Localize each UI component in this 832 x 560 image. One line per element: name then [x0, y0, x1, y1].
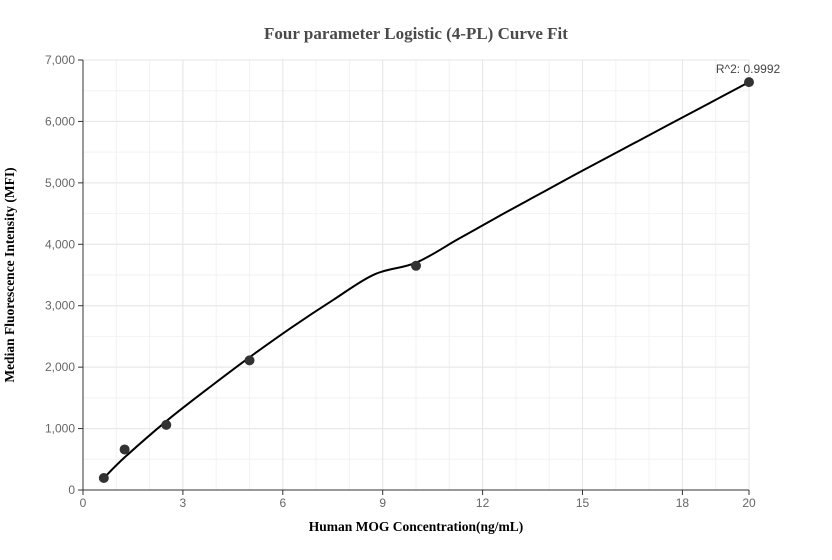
data-point	[161, 419, 172, 430]
data-point	[244, 355, 255, 366]
data-point	[411, 260, 421, 271]
ticks: 0 3 6 9 12 15 18 20 0 1,000 2,000 3,000 4,000 5,000 6,…	[45, 53, 756, 510]
data-point	[98, 473, 109, 484]
chart-title: Four parameter Logistic (4-PL) Curve Fit	[264, 24, 568, 43]
x-tick-label: 15	[576, 496, 590, 510]
y-tick-label: 5,000	[45, 176, 75, 190]
x-tick-label: 0	[80, 496, 87, 510]
data-points	[98, 77, 754, 484]
x-tick-label: 3	[180, 496, 187, 510]
x-tick-label: 6	[279, 496, 286, 510]
r-squared-annotation: R^2: 0.9992	[716, 62, 781, 76]
y-tick-label: 1,000	[45, 422, 75, 436]
grid	[82, 59, 750, 491]
y-axis-title: Median Fluorescence Intensity (MFI)	[2, 167, 17, 382]
y-tick-label: 6,000	[45, 114, 75, 128]
data-point	[119, 444, 130, 455]
x-tick-label: 20	[742, 496, 756, 510]
axes	[82, 60, 749, 491]
x-axis-title: Human MOG Concentration(ng/mL)	[309, 519, 524, 534]
data-point	[744, 77, 754, 88]
x-tick-label: 12	[476, 496, 490, 510]
y-tick-label: 0	[68, 483, 75, 497]
x-tick-label: 9	[379, 496, 386, 510]
y-tick-label: 4,000	[45, 237, 75, 251]
y-tick-label: 3,000	[45, 299, 75, 313]
y-tick-label: 7,000	[45, 53, 75, 67]
fit-curve	[103, 81, 750, 479]
x-tick-label: 18	[676, 496, 690, 510]
y-tick-label: 2,000	[45, 360, 75, 374]
